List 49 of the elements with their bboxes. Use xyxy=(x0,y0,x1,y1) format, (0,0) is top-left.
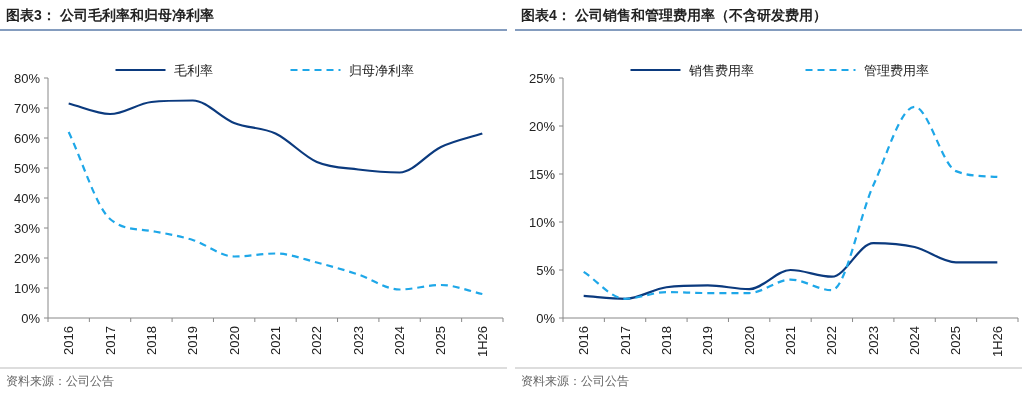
x-tick-label: 2025 xyxy=(433,326,449,355)
x-tick-label: 2018 xyxy=(143,326,159,355)
chart-title: 图表3： 公司毛利率和归母净利率 xyxy=(6,7,214,23)
x-tick-label: 2024 xyxy=(907,326,923,355)
y-tick-label: 25% xyxy=(528,70,556,86)
line-series xyxy=(582,105,999,300)
y-tick-label: 40% xyxy=(13,190,41,206)
line-series xyxy=(67,130,484,296)
legend-label: 毛利率 xyxy=(173,62,213,78)
x-tick-label: 2017 xyxy=(617,326,633,355)
y-tick-label: 0% xyxy=(21,310,41,326)
x-tick-label: 2022 xyxy=(309,326,325,355)
x-tick-label: 2018 xyxy=(658,326,674,355)
x-tick-label: 2021 xyxy=(268,326,283,355)
legend-label: 销售费用率 xyxy=(687,62,754,78)
x-tick-label: 2024 xyxy=(392,326,408,355)
x-tick-label: 2017 xyxy=(102,326,118,355)
x-tick-label: 2020 xyxy=(741,326,757,355)
y-tick-label: 20% xyxy=(13,250,41,266)
y-tick-label: 5% xyxy=(536,262,556,278)
x-tick-label: 2016 xyxy=(576,326,592,355)
line-series xyxy=(67,99,484,174)
legend-label: 管理费用率 xyxy=(863,62,929,78)
x-tick-label: 1H26 xyxy=(989,326,1005,358)
x-tick-label: 2020 xyxy=(226,326,242,355)
y-tick-label: 60% xyxy=(13,130,41,146)
x-tick-label: 2019 xyxy=(700,326,716,355)
x-tick-label: 2023 xyxy=(350,326,366,355)
x-tick-label: 2023 xyxy=(865,326,881,355)
chart-title: 图表4： 公司销售和管理费用率（不含研发费用） xyxy=(521,7,827,23)
y-tick-label: 0% xyxy=(536,310,556,326)
x-tick-label: 1H26 xyxy=(474,326,490,358)
y-tick-label: 50% xyxy=(13,160,41,176)
line-series xyxy=(582,242,999,300)
text: 资料来源：公司公告 xyxy=(521,374,629,388)
y-tick-label: 10% xyxy=(13,280,41,296)
y-tick-label: 10% xyxy=(528,214,556,230)
x-tick-label: 2021 xyxy=(783,326,798,355)
text: 资料来源：公司公告 xyxy=(6,374,114,388)
legend-label: 归母净利率 xyxy=(348,62,414,78)
y-tick-label: 70% xyxy=(13,100,41,116)
x-tick-label: 2019 xyxy=(185,326,201,355)
x-tick-label: 2016 xyxy=(61,326,77,355)
y-tick-label: 20% xyxy=(528,118,556,134)
x-tick-label: 2025 xyxy=(948,326,964,355)
x-tick-label: 2022 xyxy=(824,326,840,355)
y-tick-label: 80% xyxy=(13,70,41,86)
y-tick-label: 15% xyxy=(528,166,556,182)
y-tick-label: 30% xyxy=(13,220,41,236)
